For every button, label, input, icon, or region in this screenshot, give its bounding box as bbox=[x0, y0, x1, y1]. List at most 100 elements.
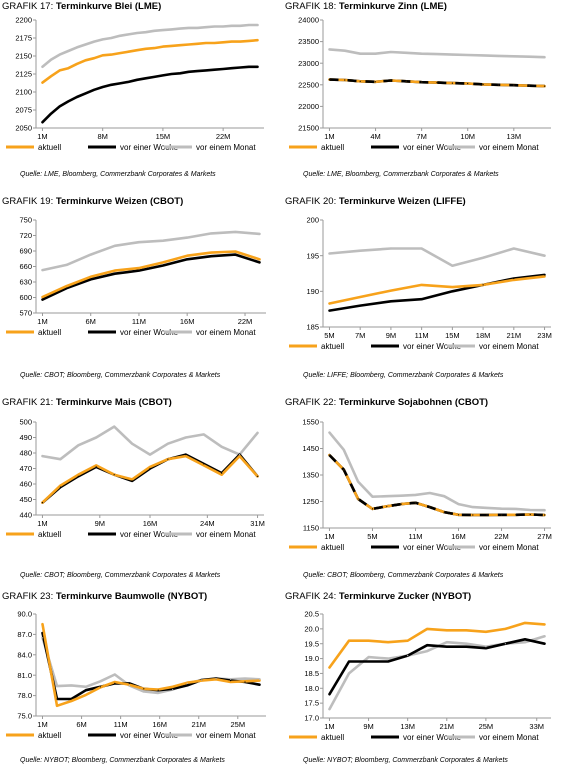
data-point-monat bbox=[543, 56, 546, 58]
chart-title: GRAFIK 21: Terminkurve Mais (CBOT) bbox=[2, 397, 172, 408]
data-point-monat bbox=[188, 27, 190, 29]
data-point-woche bbox=[467, 82, 469, 85]
data-point-monat bbox=[157, 692, 159, 694]
data-point-aktuell bbox=[239, 41, 241, 43]
data-point-monat bbox=[231, 25, 233, 27]
data-point-woche bbox=[451, 82, 453, 84]
chart-title-prefix: GRAFIK 20 bbox=[285, 196, 334, 207]
data-point-aktuell bbox=[203, 464, 205, 466]
data-point-monat bbox=[368, 656, 370, 658]
data-point-monat bbox=[201, 679, 203, 681]
data-point-monat bbox=[485, 646, 487, 648]
data-point-woche bbox=[41, 121, 44, 123]
y-tick-label: 440 bbox=[19, 511, 32, 520]
data-point-monat bbox=[543, 509, 546, 511]
x-tick-label: 8M bbox=[97, 132, 107, 141]
data-point-monat bbox=[374, 53, 377, 55]
data-point-woche bbox=[359, 80, 361, 82]
data-point-monat bbox=[85, 686, 87, 688]
data-point-monat bbox=[529, 509, 531, 511]
data-point-monat bbox=[127, 33, 130, 36]
data-point-aktuell bbox=[513, 279, 515, 281]
x-tick-label: 5M bbox=[324, 331, 334, 340]
data-point-aktuell bbox=[210, 252, 212, 254]
chart-title: GRAFIK 22: Terminkurve Sojabohnen (CBOT) bbox=[285, 397, 488, 408]
data-point-woche bbox=[443, 511, 445, 513]
x-tick-label: 7M bbox=[416, 132, 426, 141]
data-point-woche bbox=[387, 660, 389, 663]
data-point-woche bbox=[256, 66, 259, 68]
data-point-monat bbox=[50, 59, 52, 61]
data-point-woche bbox=[344, 79, 346, 81]
data-point-woche bbox=[543, 514, 546, 516]
data-point-monat bbox=[482, 54, 484, 57]
data-point-monat bbox=[230, 678, 232, 680]
data-point-aktuell bbox=[131, 478, 133, 480]
x-tick-label: 23M bbox=[537, 331, 552, 340]
data-point-woche bbox=[170, 73, 173, 75]
data-point-woche bbox=[186, 258, 188, 260]
legend-label-monat: vor einem Monat bbox=[479, 342, 539, 351]
data-point-monat bbox=[343, 449, 345, 451]
series-line-aktuell bbox=[41, 622, 261, 708]
y-tick-label: 17.5 bbox=[304, 699, 319, 708]
legend-label-monat: vor einem Monat bbox=[196, 328, 256, 337]
data-point-woche bbox=[90, 278, 92, 280]
data-point-monat bbox=[203, 433, 205, 435]
y-tick-label: 1350 bbox=[302, 471, 319, 480]
data-point-aktuell bbox=[149, 466, 151, 468]
y-tick-label: 2050 bbox=[15, 124, 32, 133]
data-point-woche bbox=[102, 86, 104, 88]
data-point-woche bbox=[256, 475, 259, 477]
data-point-monat bbox=[465, 643, 467, 645]
data-point-woche bbox=[472, 514, 474, 516]
chart-title: GRAFIK 20: Terminkurve Weizen (LIFFE) bbox=[285, 196, 466, 207]
data-point-woche bbox=[59, 105, 61, 107]
data-point-monat bbox=[256, 24, 259, 26]
data-point-monat bbox=[172, 688, 174, 691]
data-point-woche bbox=[529, 513, 531, 516]
data-point-monat bbox=[387, 658, 389, 660]
data-point-monat bbox=[136, 32, 138, 34]
series-line-woche bbox=[41, 453, 259, 504]
chart-title-text: Terminkurve Sojabohnen (CBOT) bbox=[339, 397, 488, 408]
data-point-monat bbox=[114, 673, 116, 676]
y-tick-label: 490 bbox=[19, 433, 32, 442]
data-point-monat bbox=[59, 54, 61, 56]
y-tick-label: 460 bbox=[19, 480, 32, 489]
data-point-woche bbox=[357, 498, 359, 500]
data-point-woche bbox=[110, 84, 112, 86]
data-point-monat bbox=[446, 641, 448, 643]
data-point-monat bbox=[426, 650, 428, 652]
data-point-woche bbox=[368, 660, 370, 663]
x-tick-label: 11M bbox=[114, 720, 128, 729]
data-point-woche bbox=[149, 467, 151, 470]
data-point-woche bbox=[167, 458, 169, 460]
data-point-monat bbox=[258, 678, 261, 680]
x-tick-label: 10M bbox=[460, 132, 475, 141]
data-point-monat bbox=[504, 643, 506, 645]
legend-label-woche: vor einer Woche bbox=[120, 143, 179, 152]
data-point-monat bbox=[328, 708, 331, 710]
data-point-woche bbox=[77, 475, 79, 477]
data-point-woche bbox=[234, 254, 236, 256]
x-tick-label: 7M bbox=[355, 331, 365, 340]
y-tick-label: 2125 bbox=[15, 70, 32, 79]
data-point-monat bbox=[436, 53, 438, 55]
data-point-aktuell bbox=[114, 270, 116, 272]
chart-title-sep: : bbox=[51, 591, 56, 602]
x-tick-label: 24M bbox=[200, 519, 215, 528]
y-tick-label: 23000 bbox=[298, 59, 319, 68]
data-point-monat bbox=[41, 66, 44, 68]
data-point-aktuell bbox=[213, 42, 216, 44]
data-point-monat bbox=[113, 426, 115, 428]
y-tick-label: 480 bbox=[19, 449, 32, 458]
data-point-woche bbox=[157, 689, 159, 691]
data-point-woche bbox=[451, 290, 453, 292]
data-point-monat bbox=[41, 269, 44, 271]
x-tick-label: 16M bbox=[180, 317, 195, 326]
data-point-woche bbox=[405, 80, 407, 82]
data-point-monat bbox=[256, 432, 259, 434]
data-point-woche bbox=[515, 514, 517, 516]
data-point-woche bbox=[162, 264, 164, 267]
